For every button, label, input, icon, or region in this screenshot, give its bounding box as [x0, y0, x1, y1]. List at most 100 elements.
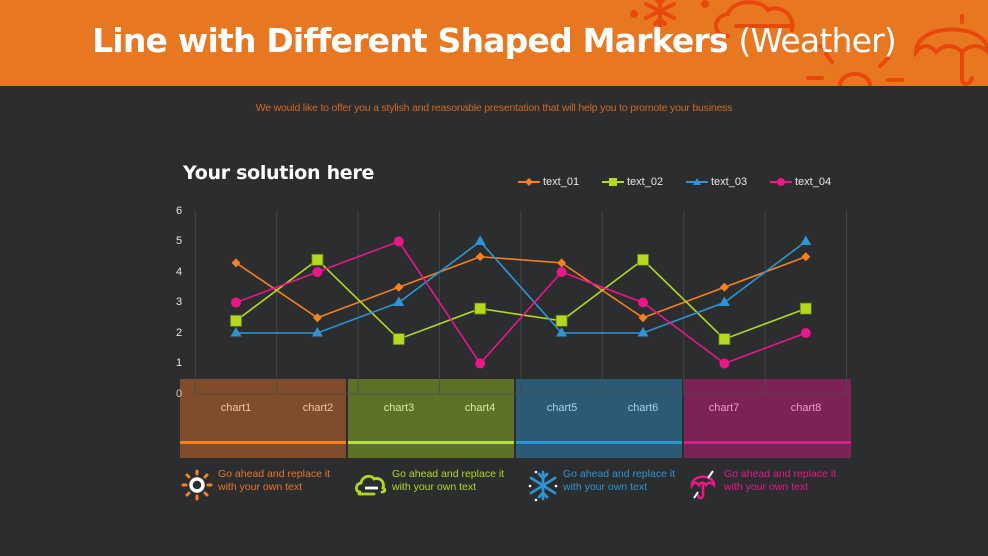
x-label-chart1: chart1: [220, 402, 252, 414]
series-line: [236, 240, 807, 334]
diamond-marker-icon: [312, 313, 322, 323]
section-title: Your solution here: [183, 162, 375, 184]
legend-label: text_04: [795, 176, 832, 188]
footer-item-umbrella: Go ahead and replace it with your own te…: [686, 468, 844, 502]
y-tick: 1: [175, 357, 183, 369]
square-marker-icon: [311, 253, 324, 266]
category-band-3: [516, 379, 682, 458]
legend-item-text-04: text_04: [770, 176, 854, 188]
diamond-marker-icon: [231, 258, 241, 268]
series-line: [235, 258, 807, 341]
footer-line: with your own text: [392, 481, 477, 493]
diamond-marker-icon: [801, 252, 811, 262]
band-underline: [684, 441, 851, 444]
series-line: [235, 255, 807, 319]
square-marker-icon: [799, 302, 812, 315]
diamond-marker-icon: [394, 282, 404, 292]
legend-item-text-02: text_02: [602, 176, 686, 188]
square-marker-icon: [602, 178, 624, 186]
y-tick: 6: [175, 205, 183, 217]
triangle-marker-icon: [800, 235, 812, 245]
footer-line: Go ahead and replace it: [563, 468, 676, 480]
chart-legend: text_01 text_02 text_03 text_04: [518, 176, 854, 188]
series-text_02: [230, 253, 812, 346]
cloud-icon: [354, 474, 387, 496]
sun-icon: [181, 469, 213, 501]
weather-decoration-icon: [630, 0, 988, 86]
diamond-marker-icon: [557, 258, 567, 268]
triangle-marker-icon: [718, 296, 730, 306]
snowflake-icon: [528, 470, 558, 502]
y-tick: 4: [175, 266, 183, 278]
x-label-chart5: chart5: [546, 402, 578, 414]
umbrella-icon: [690, 470, 716, 500]
square-marker-icon: [474, 302, 487, 315]
y-tick: 0: [175, 388, 183, 400]
subtitle: We would like to offer you a stylish and…: [255, 102, 733, 114]
footer-line: Go ahead and replace it: [724, 468, 837, 480]
footer-line: with your own text: [724, 481, 809, 493]
legend-item-text-01: text_01: [518, 176, 602, 188]
circle-marker-icon: [312, 267, 323, 277]
footer-text: Go ahead and replace it with your own te…: [724, 468, 844, 494]
legend-label: text_02: [627, 176, 664, 188]
footer-item-cloud: Go ahead and replace it with your own te…: [354, 468, 512, 502]
title-light: (Weather): [738, 21, 896, 60]
legend-item-text-03: text_03: [686, 176, 770, 188]
footer-text: Go ahead and replace it with your own te…: [563, 468, 683, 494]
series-text_01: [231, 252, 811, 323]
category-band-4: [684, 379, 851, 458]
circle-marker-icon: [475, 358, 486, 369]
square-marker-icon: [637, 253, 649, 266]
band-underline: [180, 441, 346, 444]
x-label-chart6: chart6: [627, 402, 659, 414]
footer-line: with your own text: [563, 481, 648, 493]
header-banner: Line with Different Shaped Markers (Weat…: [0, 0, 988, 86]
triangle-marker-icon: [474, 235, 486, 245]
diamond-marker-icon: [518, 178, 540, 186]
footer-line: Go ahead and replace it: [392, 468, 505, 480]
circle-marker-icon: [231, 297, 241, 308]
triangle-marker-icon: [637, 327, 649, 337]
title-bold: Line with Different Shaped Markers: [92, 21, 739, 60]
footer-item-sun: Go ahead and replace it with your own te…: [180, 468, 338, 502]
triangle-marker-icon: [556, 327, 568, 337]
series-line: [235, 240, 807, 365]
legend-label: text_03: [711, 176, 748, 188]
diamond-marker-icon: [475, 252, 485, 262]
footer-line: with your own text: [218, 481, 303, 493]
x-label-chart3: chart3: [383, 402, 415, 414]
y-tick: 2: [175, 327, 183, 339]
square-marker-icon: [555, 314, 568, 327]
triangle-marker-icon: [686, 178, 708, 185]
diamond-marker-icon: [719, 282, 729, 292]
triangle-marker-icon: [311, 327, 323, 337]
legend-label: text_01: [543, 176, 580, 188]
diamond-marker-icon: [638, 313, 648, 323]
category-band-1: [180, 379, 346, 458]
square-marker-icon: [230, 314, 242, 327]
circle-marker-icon: [393, 236, 404, 247]
footer-text: Go ahead and replace it with your own te…: [218, 468, 338, 494]
circle-marker-icon: [770, 178, 792, 186]
circle-marker-icon: [556, 267, 567, 277]
triangle-marker-icon: [230, 327, 242, 337]
band-underline: [516, 441, 682, 444]
footer-text: Go ahead and replace it with your own te…: [392, 468, 512, 494]
x-label-chart4: chart4: [464, 402, 496, 414]
band-underline: [348, 441, 514, 444]
triangle-marker-icon: [393, 296, 405, 306]
y-tick: 3: [175, 296, 183, 308]
footer-line: Go ahead and replace it: [218, 468, 331, 480]
series-text_04: [231, 236, 811, 369]
square-marker-icon: [392, 333, 405, 346]
x-label-chart7: chart7: [708, 402, 740, 414]
series-text_03: [230, 235, 812, 337]
square-marker-icon: [718, 333, 731, 346]
x-label-chart8: chart8: [790, 402, 822, 414]
circle-marker-icon: [719, 358, 730, 369]
circle-marker-icon: [638, 297, 648, 308]
footer-item-snowflake: Go ahead and replace it with your own te…: [525, 468, 683, 502]
